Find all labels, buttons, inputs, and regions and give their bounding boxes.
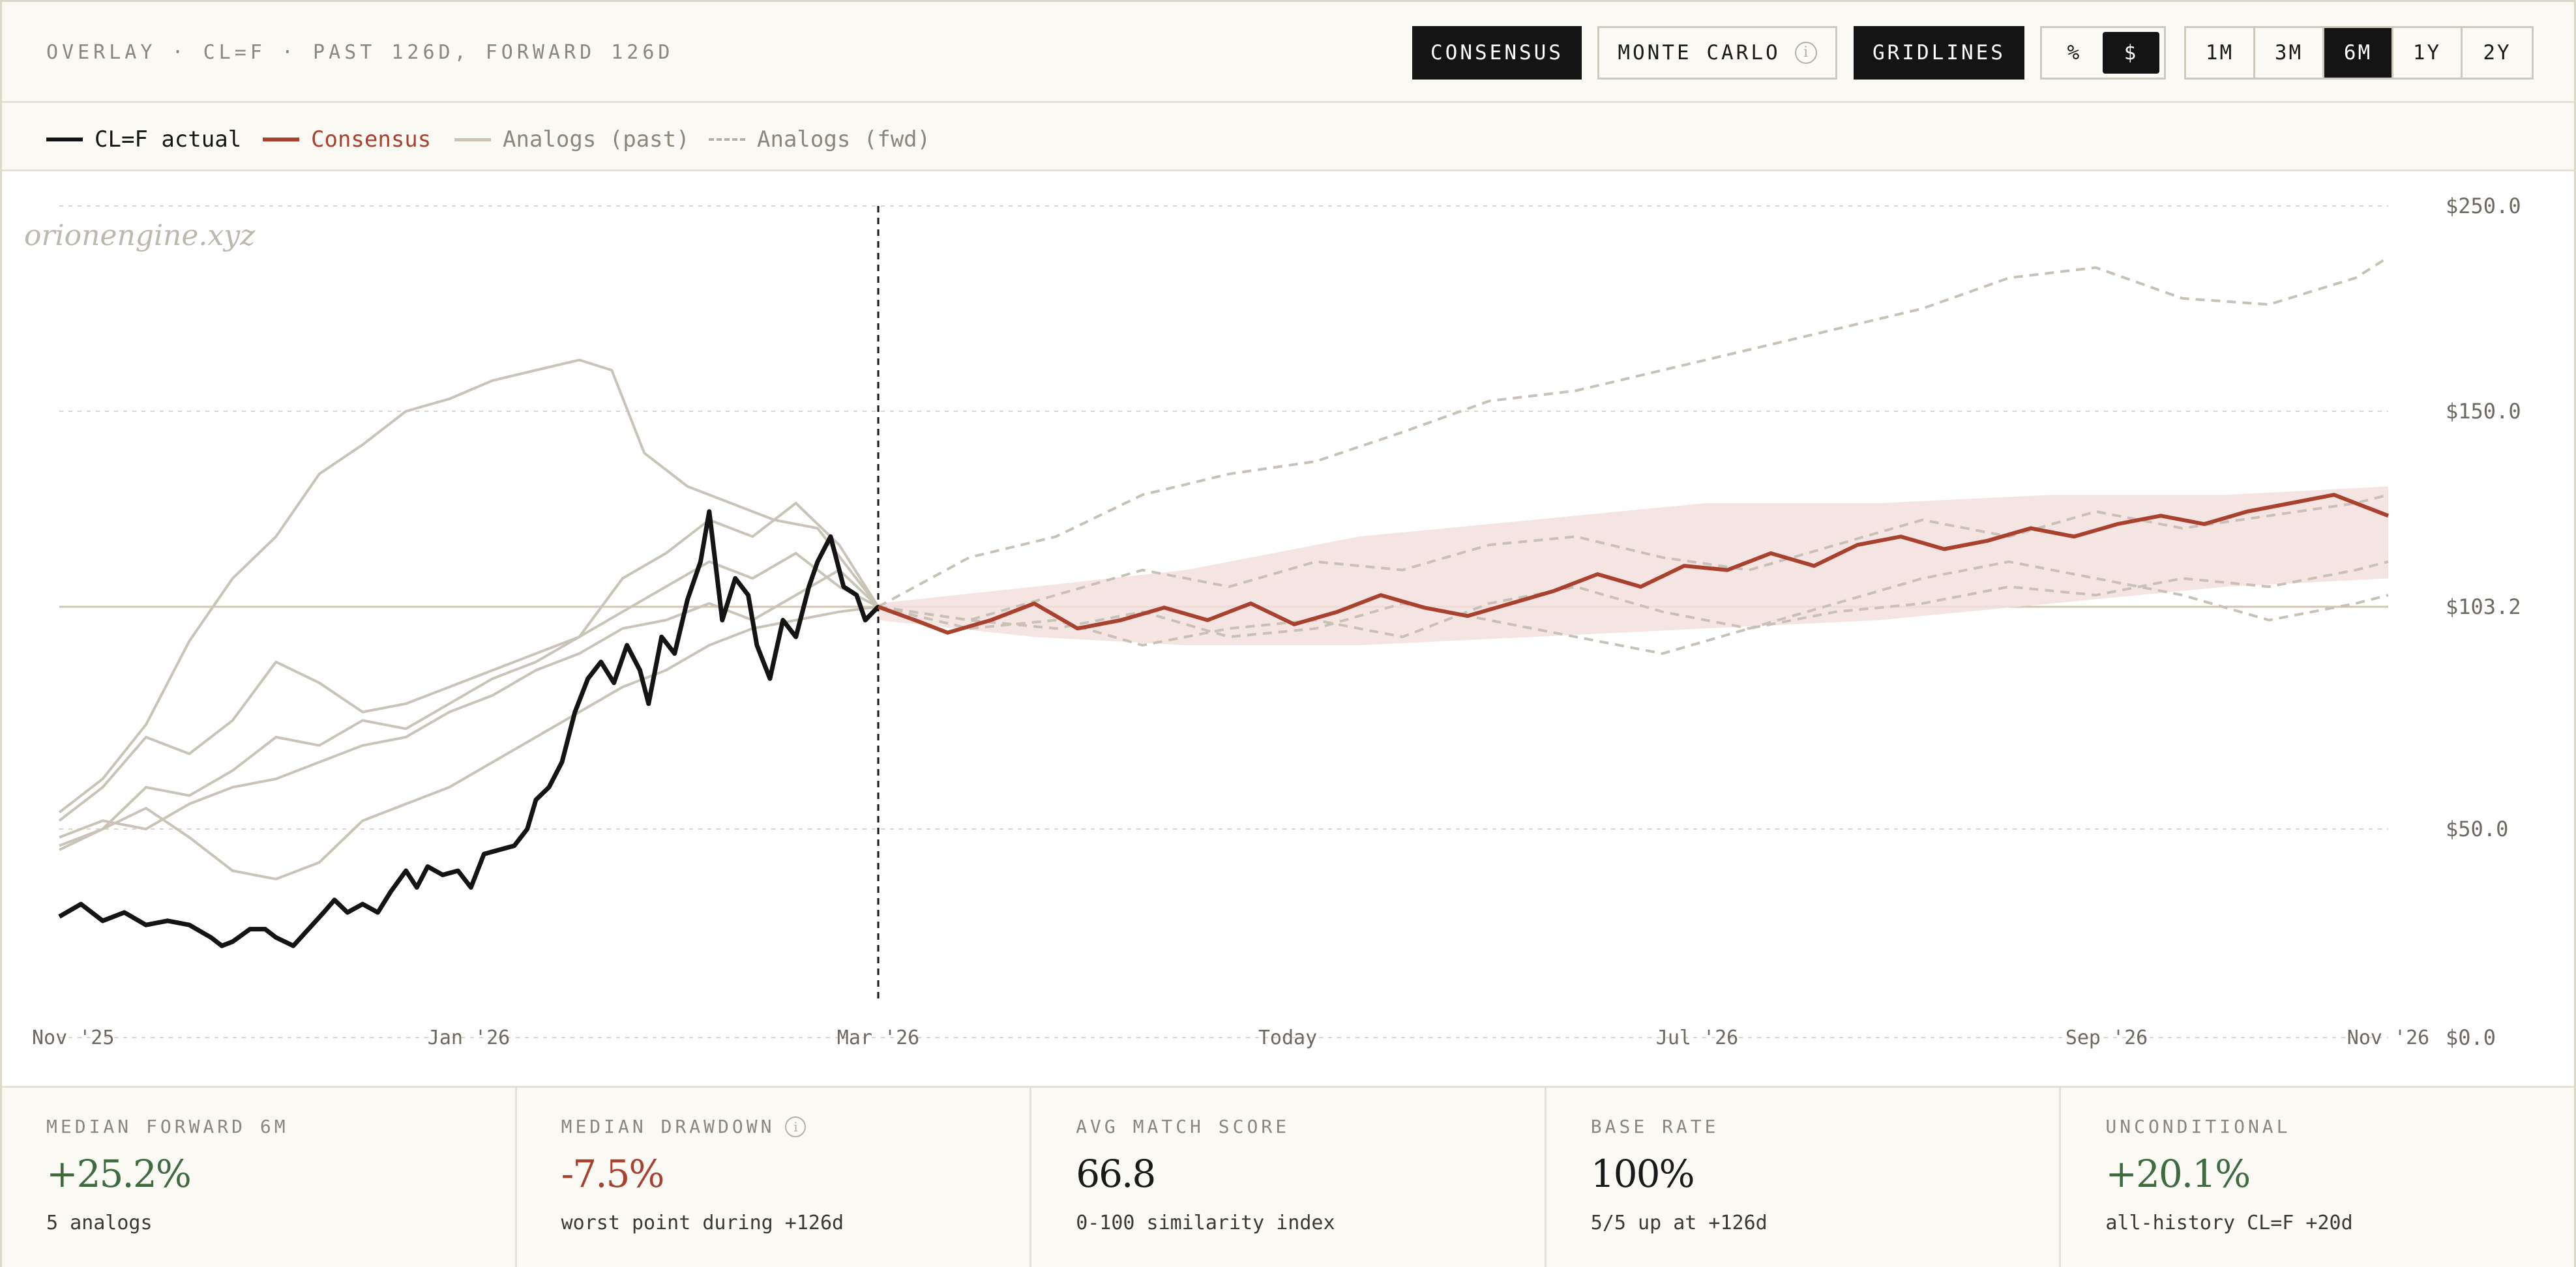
x-tick-label: Jan '26 [428, 1027, 510, 1049]
x-tick-label: Nov '25 [32, 1027, 114, 1049]
legend-swatch-consensus [263, 138, 299, 141]
analog-past-line [59, 551, 879, 847]
legend-label-analogs-past: Analogs (past) [503, 126, 690, 153]
info-icon[interactable]: i [785, 1116, 807, 1137]
range-2y[interactable]: 2Y [2483, 41, 2511, 65]
x-tick-label: Jul '26 [1656, 1027, 1738, 1049]
analog-fwd-line [878, 560, 2389, 647]
analog-past-line [58, 502, 880, 822]
legend-swatch-analogs-fwd [709, 138, 745, 141]
monte-carlo-button[interactable]: MONTE CARLO i [1597, 26, 1837, 80]
stat-value: 66.8 [1076, 1152, 1156, 1196]
stat-value: 100% [1590, 1152, 1695, 1196]
panel-title: OVERLAY · CL=F · PAST 126D, FORWARD 126D [46, 41, 674, 64]
watermark: orionengine.xyz [24, 219, 256, 252]
y-tick-label: $0.0 [2446, 1025, 2496, 1050]
stat-sub: 0-100 similarity index [1076, 1212, 1335, 1234]
stats-row: MEDIAN FORWARD 6M +25.2% 5 analogs MEDIA… [2, 1086, 2574, 1267]
legend-label-actual: CL=F actual [95, 126, 242, 153]
legend-item-analogs-fwd[interactable]: Analogs (fwd) [709, 126, 930, 153]
legend-label-analogs-fwd: Analogs (fwd) [757, 126, 931, 153]
legend-label-consensus: Consensus [311, 126, 432, 153]
info-icon[interactable]: i [1794, 42, 1817, 64]
stat-sub: 5 analogs [46, 1212, 153, 1234]
chart-legend: CL=F actual Consensus Analogs (past) Ana… [2, 103, 2574, 171]
analog-past-line [59, 605, 879, 881]
stat-label: MEDIAN FORWARD 6M [46, 1116, 289, 1137]
stat-label: AVG MATCH SCORE [1076, 1116, 1290, 1137]
stat-unconditional: UNCONDITIONAL +20.1% all-history CL=F +2… [2061, 1088, 2574, 1267]
stat-label: BASE RATE [1590, 1116, 1719, 1137]
range-3m[interactable]: 3M [2255, 28, 2324, 78]
legend-item-analogs-past[interactable]: Analogs (past) [454, 126, 690, 153]
monte-carlo-label: MONTE CARLO [1618, 41, 1781, 65]
legend-item-consensus[interactable]: Consensus [263, 126, 431, 153]
stat-sub: 5/5 up at +126d [1590, 1212, 1768, 1234]
legend-item-actual[interactable]: CL=F actual [46, 126, 241, 153]
stat-sub: all-history CL=F +20d [2105, 1212, 2353, 1234]
y-tick-label: $250.0 [2446, 194, 2521, 218]
stat-value: +20.1% [2105, 1152, 2251, 1196]
range-6m[interactable]: 6M [2324, 28, 2393, 78]
stat-median-forward: MEDIAN FORWARD 6M +25.2% 5 analogs [2, 1088, 517, 1267]
y-tick-label: $50.0 [2446, 817, 2508, 841]
legend-swatch-actual [46, 138, 83, 141]
percent-toggle[interactable]: % [2067, 41, 2082, 65]
stat-label: UNCONDITIONAL [2105, 1116, 2291, 1137]
stat-base-rate: BASE RATE 100% 5/5 up at +126d [1547, 1088, 2062, 1267]
stat-median-drawdown: MEDIAN DRAWDOWN i -7.5% worst point duri… [517, 1088, 1032, 1267]
gridlines-button[interactable]: GRIDLINES [1854, 26, 2024, 80]
analog-fwd-line [878, 560, 2389, 655]
legend-swatch-analogs-past [454, 138, 491, 141]
toolbar: OVERLAY · CL=F · PAST 126D, FORWARD 126D… [2, 2, 2574, 103]
stat-avg-match-score: AVG MATCH SCORE 66.8 0-100 similarity in… [1031, 1088, 1547, 1267]
stat-value: +25.2% [46, 1152, 192, 1196]
stat-sub: worst point during +126d [561, 1212, 844, 1234]
x-tick-label: Mar '26 [837, 1027, 919, 1049]
consensus-button[interactable]: CONSENSUS [1412, 26, 1582, 80]
stat-label: MEDIAN DRAWDOWN i [561, 1116, 1030, 1137]
analog-past-line [59, 568, 880, 839]
range-1m[interactable]: 1M [2186, 28, 2255, 78]
unit-toggle: % $ [2040, 26, 2166, 80]
stat-label-text: MEDIAN DRAWDOWN [561, 1116, 775, 1137]
actual-price-line [58, 509, 880, 948]
chart-area: orionengine.xyz $250.0 $150.0 $103.2 $50.0 $… [2, 173, 2574, 1086]
x-tick-label: Nov '26 [2347, 1027, 2429, 1049]
x-tick-label: Today [1258, 1027, 1317, 1049]
y-tick-label: $150.0 [2446, 399, 2521, 424]
range-selector: 1M 3M 6M 1Y 2Y [2184, 26, 2534, 80]
overlay-chart[interactable]: $250.0 $150.0 $103.2 $50.0 $0.0 Nov '25 Jan '2… [2, 173, 2574, 1086]
y-tick-label: $103.2 [2446, 594, 2521, 619]
analog-fwd-line [878, 256, 2390, 608]
range-1y[interactable]: 1Y [2393, 28, 2463, 78]
x-tick-label: Sep '26 [2065, 1027, 2148, 1049]
consensus-line [877, 493, 2390, 635]
analog-past-line [58, 358, 880, 813]
analog-fwd-line [878, 493, 2389, 622]
stat-value: -7.5% [561, 1152, 665, 1196]
dollar-toggle[interactable]: $ [2103, 32, 2159, 74]
